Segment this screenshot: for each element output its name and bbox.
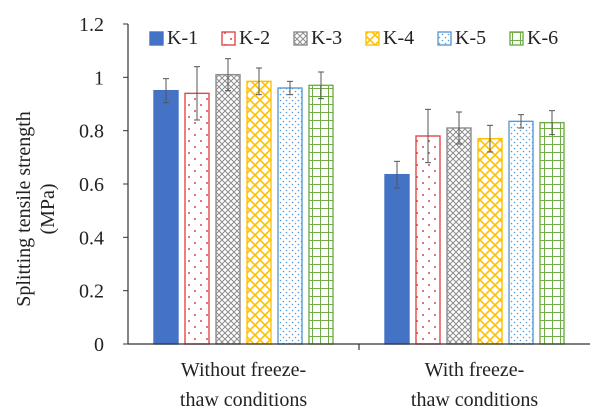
y-tick-label: 1 [94,67,104,89]
y-axis-label-line1: Splitting tensile strength [13,111,35,307]
x-category-label: Without freeze- [181,359,306,381]
bar-k-6 [539,121,565,345]
bar-k-3 [446,127,472,345]
legend-label-k-5: K-5 [455,27,486,49]
bar-k-2 [184,92,210,345]
y-tick-label: 0.8 [79,121,104,143]
legend-label-k-2: K-2 [239,27,270,49]
bar-k-6 [308,84,334,345]
legend-label-k-4: K-4 [383,27,414,49]
bar-k-2 [415,135,441,345]
legend-label-k-3: K-3 [311,27,342,49]
bar-k-1 [384,173,410,345]
bar-k-1 [153,89,179,345]
y-tick-label: 0.4 [79,227,104,249]
bar-k-4 [477,137,503,345]
legend-swatch-k-6 [509,31,524,46]
y-axis-label-line2: (MPa) [37,183,59,234]
y-tick-label: 0.2 [79,281,104,303]
bar-k-5 [508,120,534,345]
legend-swatch-k-1 [149,31,164,46]
bar-k-4 [246,80,272,345]
legend-swatch-k-2 [221,31,236,46]
y-tick-label: 0 [94,334,104,356]
bar-k-5 [277,87,303,345]
legend-swatch-k-4 [365,31,380,46]
bar-k-3 [215,73,241,345]
legend-label-k-6: K-6 [527,27,558,49]
x-category-label: With freeze- [425,359,525,381]
x-category-label: thaw conditions [180,389,307,411]
legend-label-k-1: K-1 [167,27,198,49]
legend-swatch-k-5 [437,31,452,46]
x-category-label: thaw conditions [411,389,538,411]
y-tick-label: 0.6 [79,174,104,196]
y-tick-label: 1.2 [79,14,104,36]
legend-swatch-k-3 [293,31,308,46]
